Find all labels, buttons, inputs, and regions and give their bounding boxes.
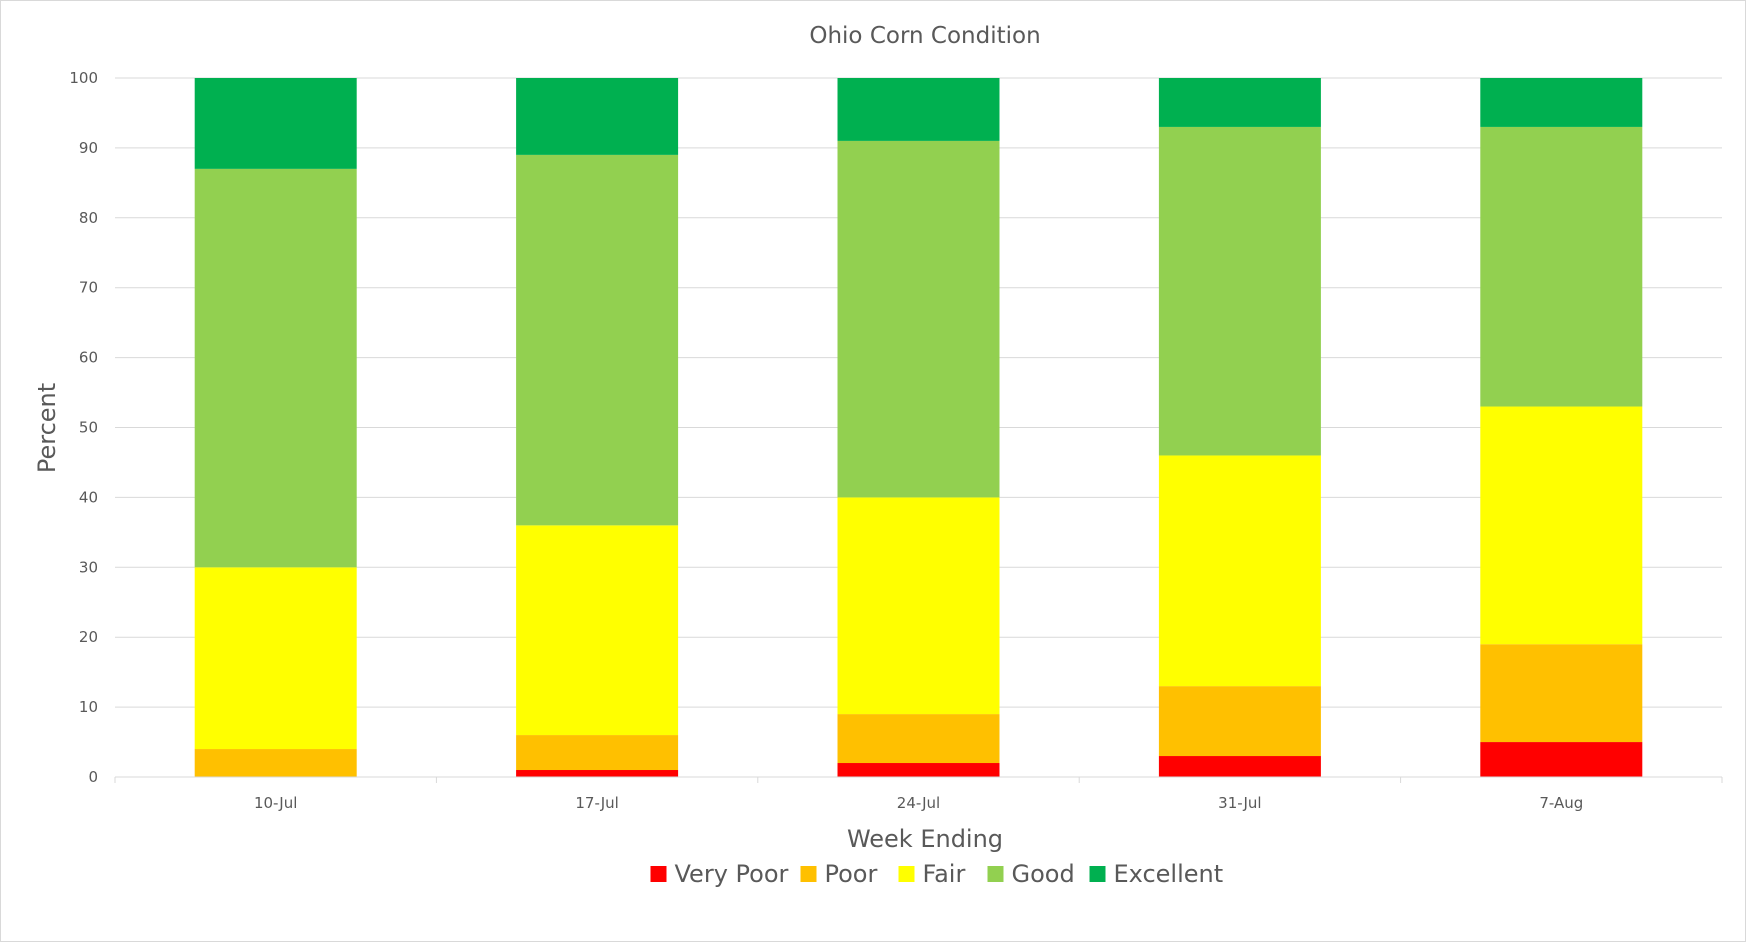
legend-item-good: Good (987, 860, 1075, 888)
bar-segment-very-poor (837, 763, 1000, 777)
bar-segment-good (1480, 126, 1643, 407)
bar-segment-excellent (1480, 78, 1643, 127)
y-tick-label: 50 (79, 419, 98, 437)
x-axis: 10-Jul 17-Jul 24-Jul 31-Jul 7-Aug (114, 776, 1723, 812)
legend-label: Very Poor (675, 860, 789, 888)
y-tick-label: 100 (69, 69, 98, 87)
legend-swatch (898, 866, 915, 882)
bar-segment-poor (837, 714, 1000, 764)
bar-segment-very-poor (516, 770, 679, 777)
y-tick-label: 30 (79, 558, 98, 576)
y-axis-title: Percent (33, 383, 61, 473)
bar-segment-fair (516, 525, 679, 736)
legend-item-poor: Poor (800, 860, 878, 888)
bar-segment-poor (1158, 686, 1321, 757)
x-tick-label: 10-Jul (254, 794, 297, 812)
bar-segment-excellent (194, 78, 357, 169)
bar-segment-very-poor (1158, 756, 1321, 777)
y-axis-tick-labels: 0 10 20 30 40 50 60 70 80 90 100 (69, 69, 98, 786)
x-tick-label: 17-Jul (575, 794, 618, 812)
bar-segment-good (1158, 126, 1321, 456)
y-tick-label: 70 (79, 279, 98, 297)
bar-segment-poor (194, 749, 357, 777)
y-tick-label: 40 (79, 488, 98, 506)
bar-segment-poor (516, 735, 679, 771)
legend-label: Poor (825, 860, 878, 888)
legend-item-fair: Fair (898, 860, 966, 888)
y-tick-label: 10 (79, 698, 98, 716)
bar-stacks (194, 78, 1643, 777)
x-tick-label: 7-Aug (1539, 794, 1583, 812)
y-tick-label: 20 (79, 628, 98, 646)
legend-swatch (650, 866, 667, 882)
legend-swatch (987, 866, 1004, 882)
y-tick-label: 60 (79, 349, 98, 367)
legend-label: Good (1012, 860, 1075, 888)
legend: Very Poor Poor Fair Good Excellent (650, 860, 1224, 888)
bar-segment-fair (837, 497, 1000, 715)
x-tick-label: 31-Jul (1218, 794, 1261, 812)
y-tick-label: 90 (79, 139, 98, 157)
y-tick-label: 80 (79, 209, 98, 227)
legend-label: Excellent (1114, 860, 1224, 888)
legend-item-very-poor: Very Poor (650, 860, 789, 888)
bar-segment-very-poor (1480, 742, 1643, 777)
bar-segment-poor (1480, 644, 1643, 743)
legend-swatch (800, 866, 817, 882)
bar-stack-7-Aug (1480, 78, 1643, 777)
x-tick-label: 24-Jul (897, 794, 940, 812)
chart-title: Ohio Corn Condition (809, 23, 1040, 49)
legend-label: Fair (923, 860, 966, 888)
bar-segment-fair (1480, 406, 1643, 645)
bar-segment-fair (1158, 455, 1321, 687)
bar-segment-excellent (516, 78, 679, 155)
y-tick-label: 0 (88, 768, 98, 786)
x-axis-title: Week Ending (847, 825, 1003, 853)
legend-item-excellent: Excellent (1089, 860, 1224, 888)
legend-swatch (1089, 866, 1106, 882)
bar-segment-good (194, 168, 357, 568)
bar-stack-10-Jul (194, 78, 357, 777)
bar-stack-17-Jul (516, 78, 679, 777)
bar-segment-fair (194, 567, 357, 750)
bar-stack-24-Jul (837, 78, 1000, 777)
bar-segment-good (516, 154, 679, 526)
bar-segment-excellent (837, 78, 1000, 141)
bar-segment-good (837, 140, 1000, 498)
bar-stack-31-Jul (1158, 78, 1321, 777)
bar-segment-excellent (1158, 78, 1321, 127)
